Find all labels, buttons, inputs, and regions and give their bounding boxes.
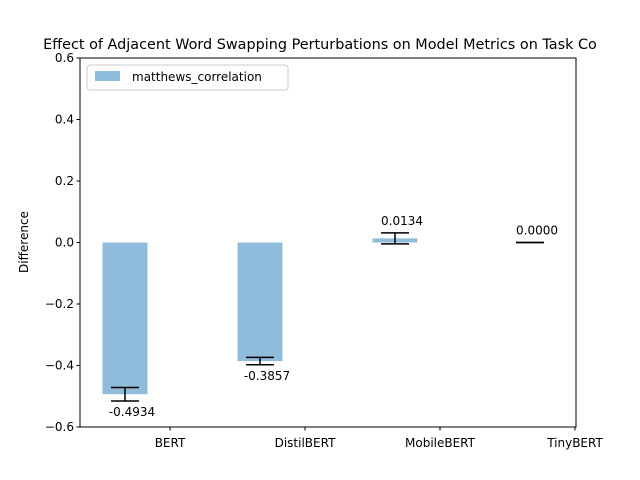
bar: [237, 242, 283, 362]
y-tick-label: −0.4: [45, 359, 74, 373]
x-tick-label: BERT: [155, 436, 186, 450]
x-tick-label: TinyBERT: [546, 436, 603, 450]
data-label: 0.0000: [516, 224, 558, 238]
x-tick-label: DistilBERT: [275, 436, 336, 450]
bar: [102, 242, 148, 395]
y-axis-label: Difference: [17, 211, 31, 273]
data-label: 0.0134: [381, 214, 423, 228]
y-tick-label: 0.0: [55, 236, 74, 250]
data-label: -0.3857: [244, 369, 290, 383]
legend-label: matthews_correlation: [132, 70, 262, 84]
legend-box: [86, 64, 289, 91]
x-tick-label: MobileBERT: [405, 436, 476, 450]
y-tick-label: 0.6: [55, 51, 74, 65]
y-tick-label: −0.2: [45, 297, 74, 311]
y-tick-label: 0.2: [55, 174, 74, 188]
legend[interactable]: matthews_correlation: [86, 64, 289, 91]
legend-swatch: [95, 71, 120, 81]
data-label: -0.4934: [109, 405, 155, 419]
plot-area: -0.4934 -0.3857 0.0134 0.0000: [102, 214, 558, 419]
y-tick-label: −0.6: [45, 420, 74, 434]
chart-title: Effect of Adjacent Word Swapping Perturb…: [43, 37, 597, 53]
y-tick-label: 0.4: [55, 113, 74, 127]
axes-frame: [79, 57, 577, 428]
